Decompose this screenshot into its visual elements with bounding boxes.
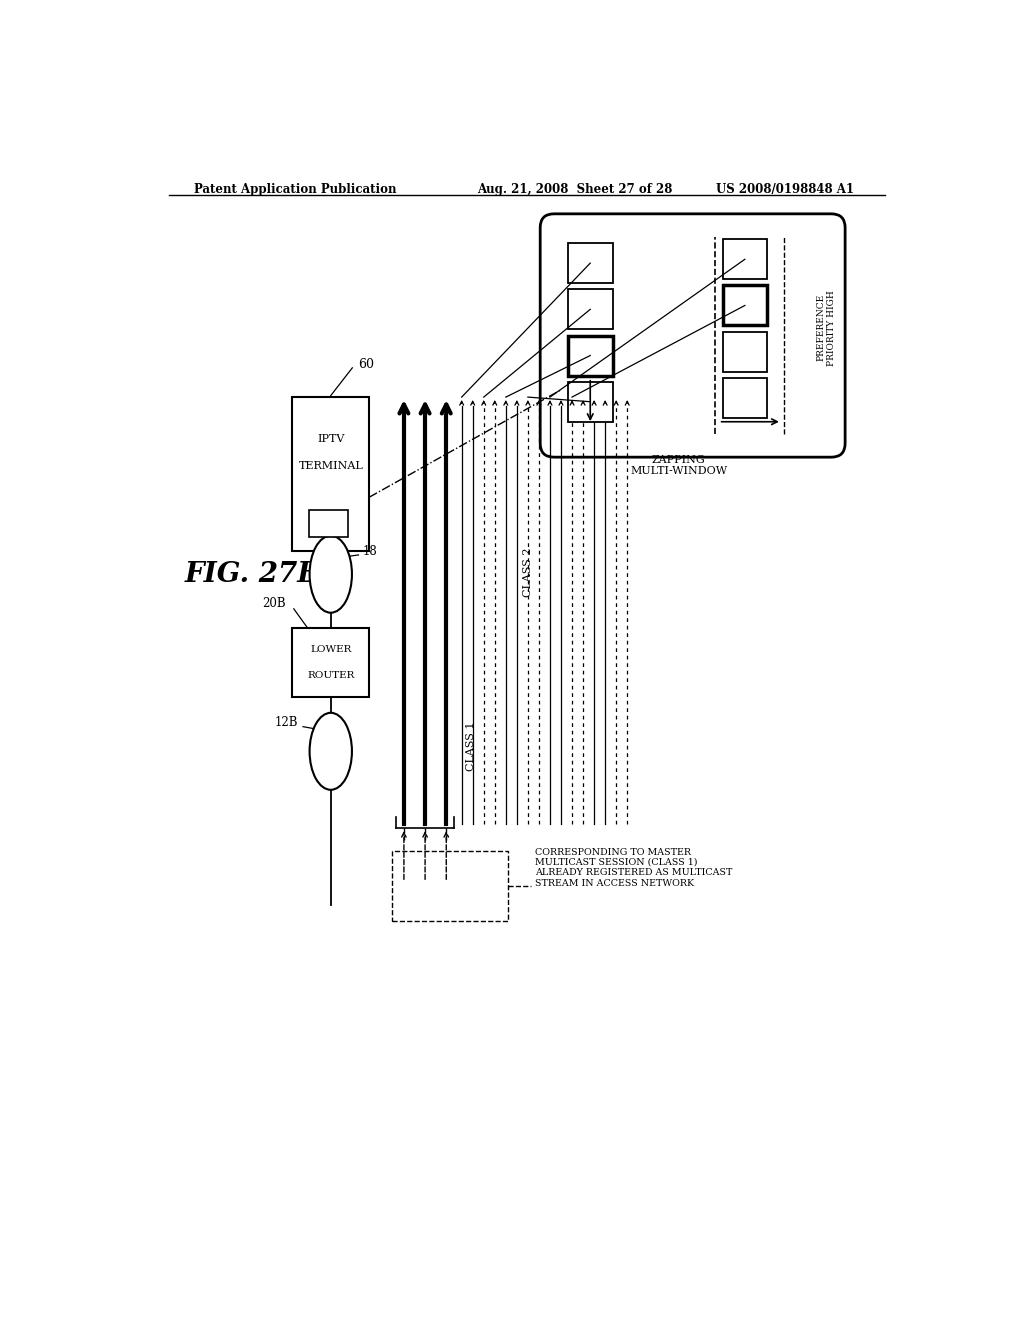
- Text: IPTV: IPTV: [317, 434, 344, 445]
- Ellipse shape: [309, 713, 352, 789]
- Text: CORRESPONDING TO MASTER
MULTICAST SESSION (CLASS 1)
ALREADY REGISTERED AS MULTIC: CORRESPONDING TO MASTER MULTICAST SESSIO…: [535, 847, 732, 888]
- Bar: [292, 397, 370, 552]
- Text: ROUTER: ROUTER: [307, 672, 354, 680]
- Text: US 2008/0198848 A1: US 2008/0198848 A1: [716, 183, 854, 197]
- Text: 60: 60: [357, 358, 374, 371]
- FancyBboxPatch shape: [541, 214, 845, 457]
- Text: 20B: 20B: [262, 597, 286, 610]
- Bar: [292, 628, 370, 697]
- Bar: [723, 285, 767, 326]
- Bar: [568, 381, 612, 422]
- Bar: [568, 289, 612, 330]
- Text: PREFERENCE
PRIORITY HIGH: PREFERENCE PRIORITY HIGH: [817, 290, 837, 366]
- Text: CLASS 1: CLASS 1: [466, 722, 476, 771]
- Bar: [309, 511, 348, 537]
- Ellipse shape: [309, 536, 352, 612]
- Bar: [723, 331, 767, 372]
- Bar: [568, 243, 612, 284]
- Text: Aug. 21, 2008  Sheet 27 of 28: Aug. 21, 2008 Sheet 27 of 28: [477, 183, 673, 197]
- Text: 12B: 12B: [274, 715, 298, 729]
- Bar: [568, 335, 612, 376]
- Text: 18: 18: [364, 545, 378, 557]
- Bar: [723, 239, 767, 280]
- Bar: [723, 378, 767, 418]
- Text: CLASS 2: CLASS 2: [523, 548, 532, 597]
- Bar: [392, 851, 508, 921]
- Text: TERMINAL: TERMINAL: [298, 462, 364, 471]
- Text: ZAPPING
MULTI-WINDOW: ZAPPING MULTI-WINDOW: [630, 455, 727, 477]
- Text: Patent Application Publication: Patent Application Publication: [194, 183, 396, 197]
- Text: LOWER: LOWER: [310, 645, 351, 655]
- Text: FIG. 27B: FIG. 27B: [184, 561, 322, 587]
